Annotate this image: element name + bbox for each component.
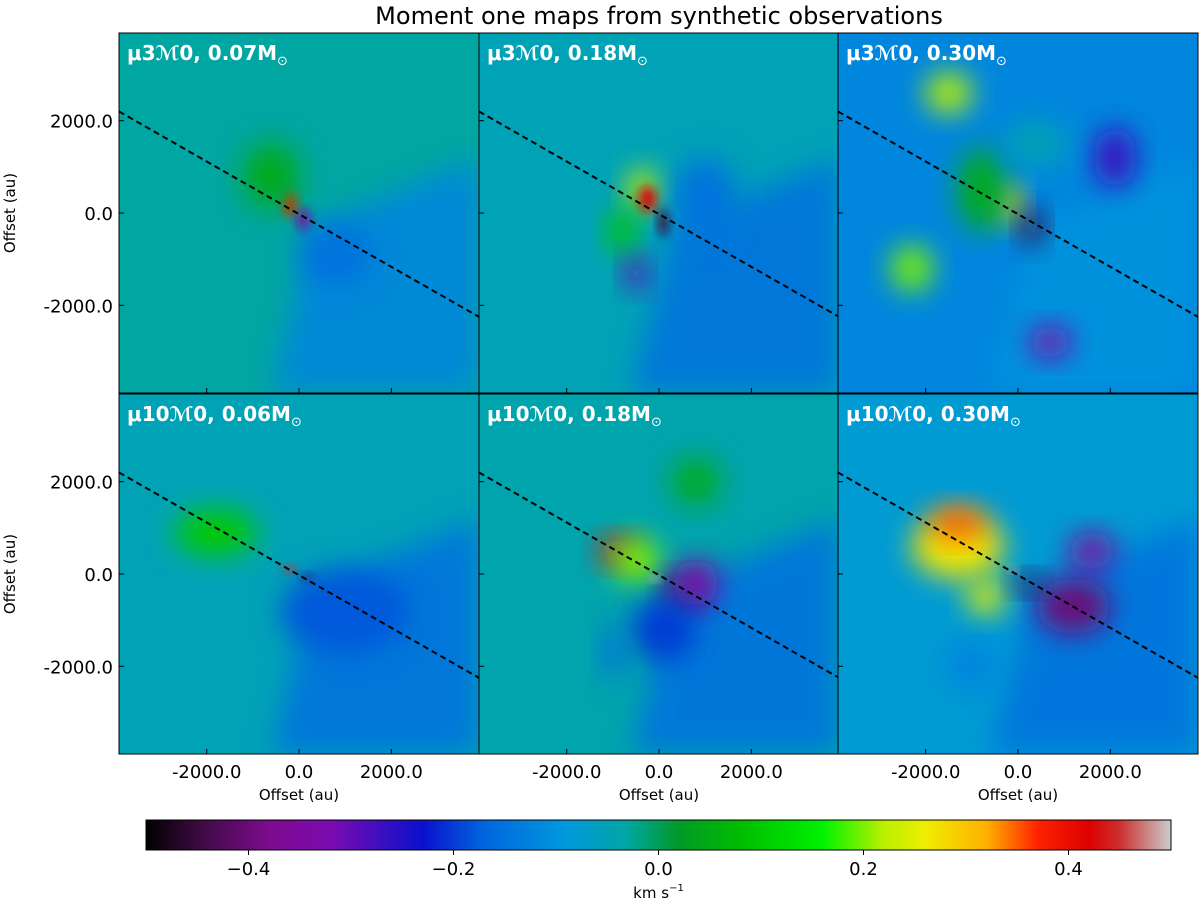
panel-1 [119,33,479,393]
panel-label: μ3ℳ0, 0.18M⊙ [487,41,648,69]
panel-label-subscript: ⊙ [277,54,288,69]
y-tick-label: 2000.0 [50,112,113,133]
velocity-blob [280,569,410,653]
x-tick-label: 0.0 [1004,762,1033,783]
velocity-blob [612,537,660,584]
velocity-blob [1068,532,1115,570]
velocity-blob [925,72,972,114]
panel-shadow-region [631,518,839,754]
colorbar-tick-label: 0.0 [644,859,673,880]
x-tick-label: -2000.0 [532,762,601,783]
colorbar-tick-label: 0.2 [849,859,878,880]
x-tick-label: -2000.0 [891,762,960,783]
panel-label: μ10ℳ0, 0.18M⊙ [487,402,662,430]
x-tick-label: 0.0 [645,762,674,783]
velocity-blob [1029,326,1072,359]
velocity-blob [243,143,299,209]
velocity-blob [624,256,648,290]
dashed-axis-line [479,110,839,318]
panel-4 [119,394,479,754]
y-tick-label: -2000.0 [44,657,113,678]
colorbar-tick-label: 0.4 [1054,859,1083,880]
velocity-blob [672,458,720,505]
velocity-blob [1004,120,1069,167]
y-tick-label: 0.0 [84,204,113,225]
dashed-axis-line [838,110,1198,318]
panel-label-text: μ3ℳ0, 0.07M [127,41,277,65]
y-axis-label: Offset (au) [1,173,19,253]
velocity-blob [631,597,696,662]
colorbar-label-exponent: −1 [669,883,684,894]
velocity-blob [944,638,1000,694]
panel-label: μ10ℳ0, 0.30M⊙ [846,402,1021,430]
panel-label-text: μ10ℳ0, 0.30M [846,402,1010,426]
velocity-blob [967,578,1005,616]
velocity-blob [891,245,933,292]
velocity-blob [608,208,636,255]
x-axis-label: Offset (au) [619,786,699,804]
x-axis-label: Offset (au) [978,786,1058,804]
panel-label-text: μ10ℳ0, 0.06M [127,402,291,426]
panel-label-subscript: ⊙ [637,54,648,69]
velocity-blob [174,509,258,556]
colorbar: −0.4 −0.2 0.0 0.2 0.4 km s−1 [145,819,1172,902]
y-tick-label: 2000.0 [50,473,113,494]
velocity-blob [672,560,720,607]
colorbar-tick-label: −0.2 [432,859,476,880]
dashed-axis-line [838,471,1198,679]
y-tick-label: -2000.0 [44,296,113,317]
x-tick-label: -2000.0 [172,762,241,783]
velocity-blob [299,222,373,287]
x-tick-label: 2000.0 [720,762,783,783]
dashed-axis-line [479,471,839,679]
figure-title: Moment one maps from synthetic observati… [375,2,943,30]
panel-label-text: μ10ℳ0, 0.18M [487,402,651,426]
velocity-blob [930,507,986,540]
velocity-blob [672,157,738,241]
panel-label: μ10ℳ0, 0.06M⊙ [127,402,302,430]
panel-3 [838,33,1198,393]
panel-5 [479,394,839,754]
panel-label-subscript: ⊙ [291,415,302,430]
velocity-blob [1013,574,1042,593]
panel-label-subscript: ⊙ [996,54,1007,69]
panels [118,32,1199,755]
velocity-blob [1009,566,1018,573]
velocity-blob [296,208,311,232]
colorbar-label-text: km s [633,884,669,902]
colorbar-tick-label: −0.4 [227,859,271,880]
panel-shadow-region [990,518,1198,754]
panel-shadow-region [271,157,479,393]
panel-shadow-region [631,157,839,393]
colorbar-gradient [145,819,1172,851]
panel-label-text: μ3ℳ0, 0.30M [846,41,996,65]
panel-2 [479,33,839,393]
velocity-blob [658,208,670,237]
x-tick-label: 2000.0 [360,762,423,783]
x-tick-label: 2000.0 [1079,762,1142,783]
x-tick-label: 0.0 [285,762,314,783]
panel-label: μ3ℳ0, 0.07M⊙ [127,41,288,69]
x-axis-label: Offset (au) [259,786,339,804]
panel-label-text: μ3ℳ0, 0.18M [487,41,637,65]
panel-label-subscript: ⊙ [651,415,662,430]
dashed-axis-line [119,471,479,679]
y-axis-label: Offset (au) [1,534,19,614]
panel-label-subscript: ⊙ [1010,415,1021,430]
velocity-blob [601,624,625,681]
colorbar-label: km s−1 [633,883,684,902]
velocity-blob [958,148,1005,232]
velocity-blob [638,186,657,213]
panel-6 [838,394,1198,754]
y-tick-label: 0.0 [84,565,113,586]
velocity-blob [1094,127,1136,188]
velocity-blob [649,575,660,582]
panel-label: μ3ℳ0, 0.30M⊙ [846,41,1007,69]
dashed-axis-line [119,110,479,318]
